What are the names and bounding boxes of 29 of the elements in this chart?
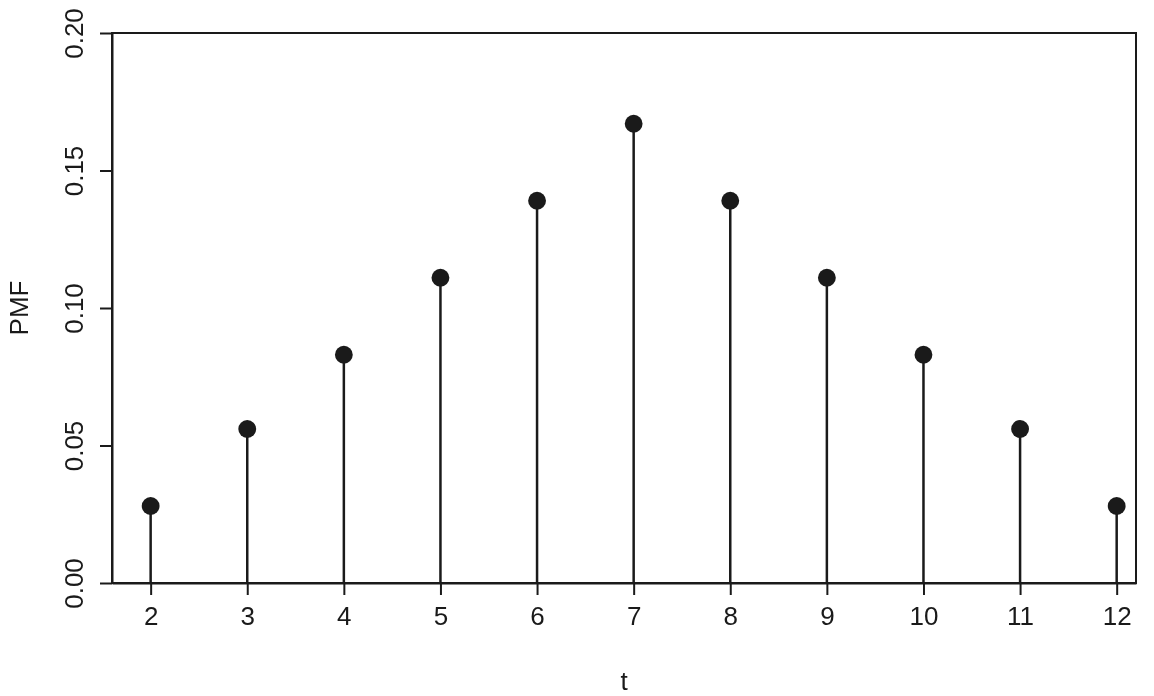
point [334, 345, 353, 364]
x-tick-label: 8 [723, 601, 738, 632]
point [914, 345, 933, 364]
x-tick-label: 4 [337, 601, 352, 632]
point [431, 268, 450, 287]
point [624, 114, 643, 133]
point [528, 191, 546, 210]
point [1107, 497, 1126, 515]
x-tick-label: 3 [240, 601, 255, 632]
x-tick-label: 9 [820, 601, 835, 632]
point [141, 497, 160, 515]
y-tick-label: 0.10 [59, 283, 90, 334]
y-tick-label: 0.05 [59, 420, 90, 472]
x-tick-label: 10 [909, 601, 939, 632]
y-tick-label: 0.00 [59, 558, 90, 609]
x-tick-label: 11 [1007, 601, 1035, 632]
y-tick-label: 0.20 [59, 8, 90, 59]
point [817, 268, 836, 287]
point [721, 191, 740, 210]
point [1011, 420, 1029, 438]
x-axis-title: t [620, 666, 629, 696]
y-tick-label: 0.15 [59, 145, 90, 197]
point [238, 420, 257, 438]
x-tick-label: 7 [626, 601, 642, 632]
y-axis-title: PMF [4, 280, 34, 336]
x-tick-label: 6 [530, 601, 545, 632]
x-tick-label: 5 [433, 601, 449, 632]
x-tick-label: 12 [1102, 601, 1132, 632]
x-tick-label: 2 [143, 601, 159, 632]
